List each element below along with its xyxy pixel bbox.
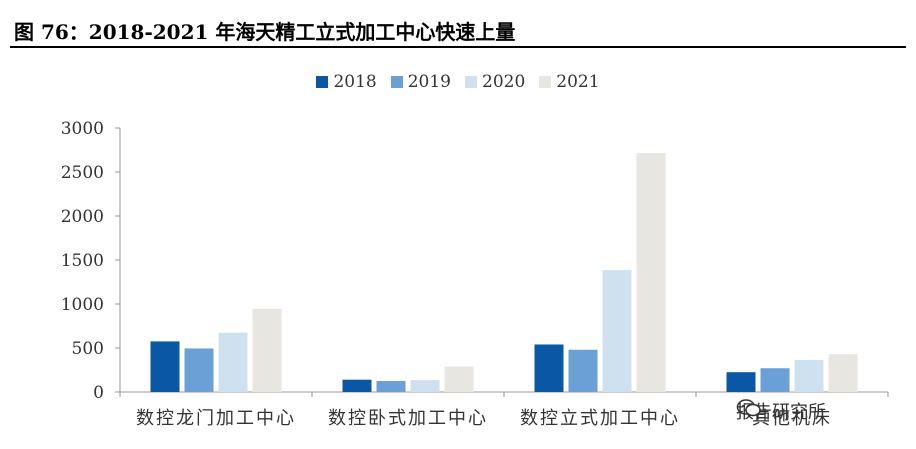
- bar-2021-0: [252, 308, 282, 392]
- bar-2018-2: [534, 344, 564, 392]
- legend-label-2021: 2021: [556, 72, 600, 92]
- bar-2018-0: [150, 341, 180, 392]
- legend-swatch-2021: [539, 76, 552, 88]
- legend-swatch-2020: [465, 76, 477, 88]
- bar-2021-3: [828, 354, 858, 392]
- watermark: 报告研究所: [736, 398, 826, 424]
- y-tick-label: 0: [93, 383, 104, 403]
- title-bar: 图 76：2018-2021 年海天精工立式加工中心快速上量: [10, 6, 906, 48]
- legend-label-2019: 2019: [407, 72, 451, 92]
- legend-swatch-2019: [390, 76, 403, 88]
- chart-title: 图 76：2018-2021 年海天精工立式加工中心快速上量: [14, 20, 516, 44]
- x-tick-label: 其他机床: [752, 408, 832, 429]
- y-tick-label: 1000: [61, 295, 104, 315]
- bar-2018-1: [342, 379, 372, 392]
- y-tick-label: 2500: [61, 163, 104, 183]
- bar-2019-2: [568, 349, 598, 392]
- bar-2019-3: [760, 368, 790, 392]
- legend: 2018 2019 2020 2021: [0, 72, 916, 92]
- bar-2020-1: [410, 380, 440, 392]
- y-tick-label: 2000: [61, 207, 104, 227]
- legend-item-2021: 2021: [539, 72, 600, 92]
- legend-item-2019: 2019: [390, 72, 451, 92]
- bar-2018-3: [726, 372, 756, 392]
- wechat-icon: [736, 399, 761, 417]
- legend-item-2018: 2018: [316, 72, 377, 92]
- bar-2019-1: [376, 381, 406, 392]
- legend-item-2020: 2020: [465, 72, 525, 92]
- y-tick-label: 3000: [61, 119, 104, 139]
- bar-2019-0: [184, 348, 214, 392]
- legend-swatch-2018: [316, 76, 329, 88]
- y-tick-label: 1500: [61, 251, 104, 271]
- bar-2020-3: [794, 359, 824, 392]
- bar-2021-2: [636, 153, 666, 392]
- bar-2020-2: [602, 270, 632, 392]
- legend-label-2018: 2018: [333, 72, 377, 92]
- x-tick-label: 数控立式加工中心: [520, 408, 680, 429]
- y-tick-label: 500: [72, 339, 104, 359]
- x-tick-label: 数控卧式加工中心: [328, 408, 488, 429]
- bar-2020-0: [218, 332, 248, 392]
- legend-label-2020: 2020: [482, 72, 526, 92]
- x-tick-label: 数控龙门加工中心: [136, 408, 296, 429]
- bar-2021-1: [444, 366, 474, 392]
